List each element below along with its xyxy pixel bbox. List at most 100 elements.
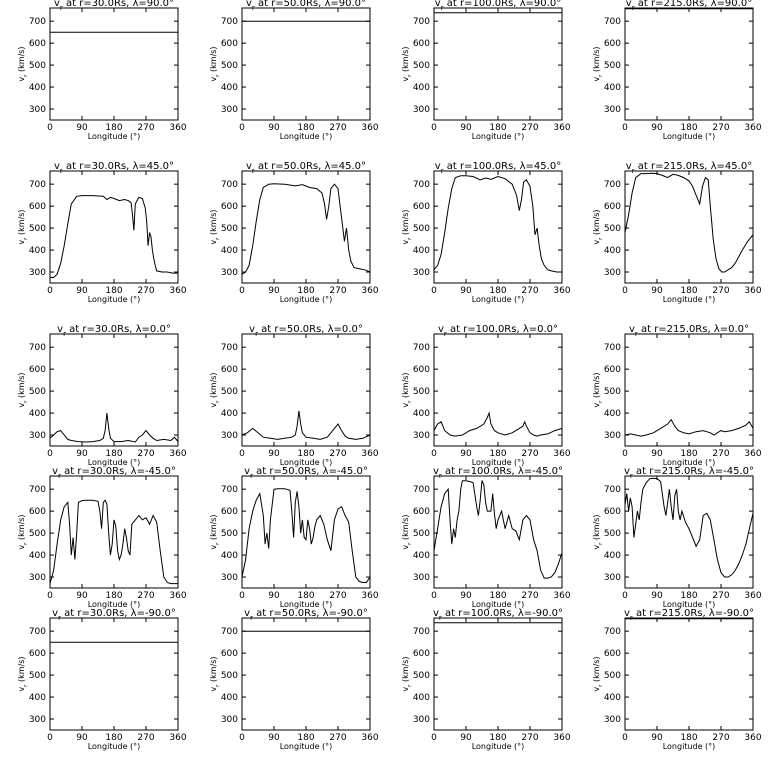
panel-15: vr at r=100.0Rs, λ=-45.0°0 90 180 270 360300… <box>401 466 571 609</box>
series-line <box>49 499 178 585</box>
x-tick-label: 90 <box>460 591 472 601</box>
x-tick-label: 360 <box>553 449 570 459</box>
x-tick-label: 90 <box>268 733 280 743</box>
y-axis-label: vr (km/s) <box>401 209 413 244</box>
x-tick-label: 0 <box>622 591 628 601</box>
y-tick-label: 400 <box>604 246 621 256</box>
y-axis-label: vr (km/s) <box>209 656 221 691</box>
x-tick-label: 270 <box>329 123 346 133</box>
y-tick-label: 300 <box>221 573 238 583</box>
x-axis-label: Longitude (°) <box>88 742 141 751</box>
x-axis-label: Longitude (°) <box>663 132 716 141</box>
y-tick-label: 400 <box>604 551 621 561</box>
y-tick-label: 700 <box>29 343 46 353</box>
y-axis-label: vr (km/s) <box>209 372 221 407</box>
y-tick-label: 500 <box>29 529 46 539</box>
y-tick-label: 300 <box>29 715 46 725</box>
x-tick-label: 360 <box>169 591 186 601</box>
x-axis-label: Longitude (°) <box>88 295 141 304</box>
y-tick-label: 500 <box>221 529 238 539</box>
y-tick-label: 300 <box>221 105 238 115</box>
x-tick-label: 360 <box>744 449 761 459</box>
panel-14: vr at r=50.0Rs, λ=-45.0°0 90 180 270 3603004… <box>209 466 379 609</box>
y-tick-label: 600 <box>221 202 238 212</box>
y-tick-label: 700 <box>413 180 430 190</box>
x-tick-label: 360 <box>553 123 570 133</box>
x-tick-label: 0 <box>431 286 437 296</box>
y-tick-label: 700 <box>29 180 46 190</box>
y-axis-label: vr (km/s) <box>592 372 604 407</box>
y-tick-label: 700 <box>413 17 430 27</box>
y-tick-label: 300 <box>413 105 430 115</box>
x-tick-label: 180 <box>680 123 697 133</box>
y-axis-label: vr (km/s) <box>209 46 221 81</box>
plot-frame <box>49 7 179 121</box>
y-tick-label: 700 <box>221 627 238 637</box>
y-tick-label: 400 <box>29 551 46 561</box>
x-axis-label: Longitude (°) <box>472 458 525 467</box>
y-tick-label: 400 <box>221 551 238 561</box>
panel-11: vr at r=100.0Rs, λ=0.0°0 90 180 270 36030040… <box>401 324 571 467</box>
series-line <box>49 413 179 443</box>
x-tick-label: 90 <box>460 123 472 133</box>
y-tick-label: 400 <box>221 83 238 93</box>
x-tick-label: 180 <box>297 591 314 601</box>
y-tick-label: 300 <box>604 715 621 725</box>
plot-frame <box>624 333 754 447</box>
plot-frame <box>241 617 371 731</box>
x-tick-label: 360 <box>553 286 570 296</box>
y-axis-label: vr (km/s) <box>17 372 29 407</box>
x-tick-label: 360 <box>169 733 186 743</box>
plot-frame <box>49 333 179 447</box>
y-tick-label: 700 <box>221 485 238 495</box>
x-tick-label: 180 <box>489 449 506 459</box>
panel-16: vr at r=215.0Rs, λ=-45.0°0 90 180 270 360300… <box>592 466 762 609</box>
y-tick-label: 700 <box>604 17 621 27</box>
y-tick-label: 300 <box>221 715 238 725</box>
x-tick-label: 360 <box>744 286 761 296</box>
y-tick-label: 500 <box>413 61 430 71</box>
x-tick-label: 90 <box>76 449 88 459</box>
series-line <box>624 418 754 437</box>
x-tick-label: 90 <box>268 591 280 601</box>
x-tick-label: 360 <box>361 591 378 601</box>
y-tick-label: 700 <box>604 627 621 637</box>
y-tick-label: 400 <box>413 246 430 256</box>
panel-2: vr at r=50.0Rs, λ=90.0°0 90 180 270 36030040… <box>209 0 379 141</box>
x-tick-label: 90 <box>651 591 663 601</box>
x-tick-label: 0 <box>622 286 628 296</box>
y-tick-label: 600 <box>604 202 621 212</box>
y-tick-label: 400 <box>221 409 238 419</box>
x-tick-label: 90 <box>460 449 472 459</box>
x-tick-label: 90 <box>268 123 280 133</box>
series-line <box>624 172 754 273</box>
y-tick-label: 600 <box>413 39 430 49</box>
y-tick-label: 300 <box>604 105 621 115</box>
x-tick-label: 0 <box>47 449 53 459</box>
y-tick-label: 600 <box>29 649 46 659</box>
x-tick-label: 270 <box>137 733 154 743</box>
plot-frame <box>241 7 371 121</box>
plot-frame <box>624 475 754 589</box>
x-tick-label: 0 <box>431 591 437 601</box>
x-tick-label: 90 <box>76 123 88 133</box>
y-tick-label: 400 <box>29 83 46 93</box>
y-tick-label: 300 <box>604 573 621 583</box>
y-tick-label: 400 <box>413 693 430 703</box>
series-line <box>433 480 563 579</box>
x-tick-label: 180 <box>105 449 122 459</box>
x-tick-label: 0 <box>239 286 245 296</box>
y-tick-label: 600 <box>29 365 46 375</box>
plot-frame <box>624 7 754 121</box>
y-tick-label: 700 <box>604 485 621 495</box>
y-tick-label: 300 <box>604 431 621 441</box>
x-tick-label: 180 <box>680 286 697 296</box>
y-tick-label: 600 <box>604 39 621 49</box>
y-tick-label: 300 <box>221 431 238 441</box>
y-tick-label: 300 <box>29 268 46 278</box>
x-axis-label: Longitude (°) <box>663 742 716 751</box>
y-tick-label: 300 <box>413 268 430 278</box>
x-tick-label: 90 <box>460 286 472 296</box>
y-tick-label: 700 <box>413 627 430 637</box>
x-tick-label: 360 <box>744 123 761 133</box>
